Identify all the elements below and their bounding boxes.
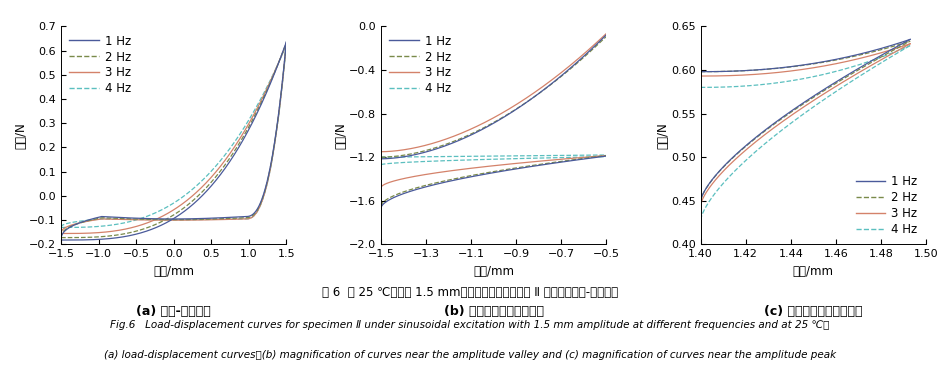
Text: (a) 载荷-位移曲线: (a) 载荷-位移曲线 (136, 305, 212, 318)
X-axis label: 位移/mm: 位移/mm (792, 265, 834, 278)
Legend: 1 Hz, 2 Hz, 3 Hz, 4 Hz: 1 Hz, 2 Hz, 3 Hz, 4 Hz (386, 32, 453, 98)
Y-axis label: 载荷/N: 载荷/N (15, 122, 27, 149)
Legend: 1 Hz, 2 Hz, 3 Hz, 4 Hz: 1 Hz, 2 Hz, 3 Hz, 4 Hz (854, 173, 920, 238)
Text: (c) 振幅峰値附近曲线放大: (c) 振幅峰値附近曲线放大 (764, 305, 863, 318)
X-axis label: 位移/mm: 位移/mm (153, 265, 195, 278)
Text: Fig.6   Load-displacement curves for specimen Ⅱ under sinusoidal excitation with: Fig.6 Load-displacement curves for speci… (110, 320, 830, 330)
Y-axis label: 载荷/N: 载荷/N (335, 122, 348, 149)
X-axis label: 位移/mm: 位移/mm (473, 265, 514, 278)
Legend: 1 Hz, 2 Hz, 3 Hz, 4 Hz: 1 Hz, 2 Hz, 3 Hz, 4 Hz (67, 32, 133, 98)
Text: 图 6  在 25 ℃，振幅 1.5 mm、不同频率激励作用下 Ⅱ 类试样的载荷-位移曲线: 图 6 在 25 ℃，振幅 1.5 mm、不同频率激励作用下 Ⅱ 类试样的载荷-… (321, 286, 619, 299)
Text: (b) 振幅谷値附近曲线放大: (b) 振幅谷値附近曲线放大 (444, 305, 543, 318)
Y-axis label: 载荷/N: 载荷/N (657, 122, 669, 149)
Text: (a) load-displacement curves；(b) magnification of curves near the amplitude vall: (a) load-displacement curves；(b) magnifi… (104, 350, 836, 360)
